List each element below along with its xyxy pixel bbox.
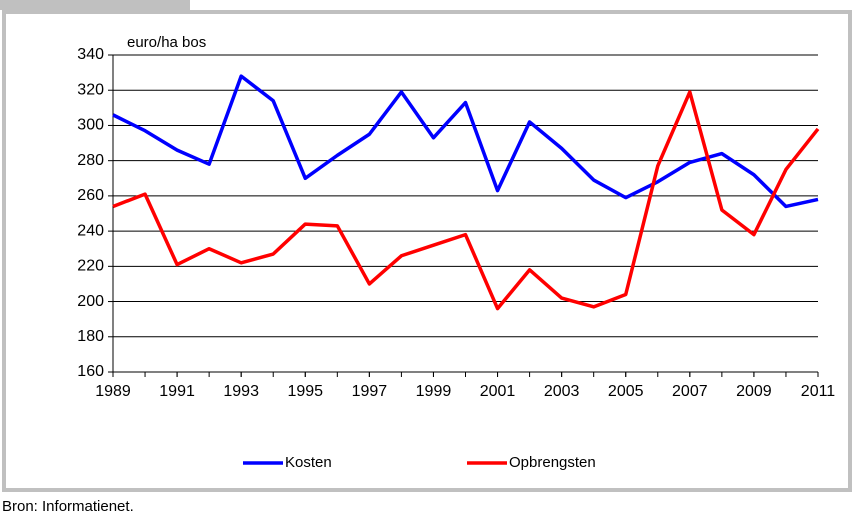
y-tick-label: 300 [77,117,104,134]
legend-label: Kosten [285,454,332,471]
y-axis-label: euro/ha bos [127,34,206,51]
x-tick-label: 1989 [95,383,131,400]
x-tick-label: 1995 [287,383,323,400]
y-tick-label: 220 [77,258,104,275]
x-tick-label: 2011 [801,383,836,400]
x-tick-label: 2005 [608,383,644,400]
y-tick-label: 260 [77,187,104,204]
chart-frame [2,10,852,492]
x-tick-label: 1991 [159,383,195,400]
x-tick-label: 2003 [544,383,580,400]
y-tick-label: 280 [77,152,104,169]
y-tick-label: 320 [77,81,104,98]
y-tick-label: 180 [77,328,104,345]
y-tick-label: 200 [77,293,104,310]
x-tick-label: 1997 [352,383,388,400]
series-line [112,90,820,311]
x-tick-label: 2001 [480,383,516,400]
y-tick-label: 340 [77,46,104,63]
x-tick-label: 2009 [736,383,772,400]
x-tick-label: 2007 [672,383,708,400]
series-line [112,74,819,209]
x-tick-label: 1993 [223,383,259,400]
y-tick-label: 240 [77,222,104,239]
y-tick-label: 160 [77,363,104,380]
x-tick-label: 1999 [416,383,452,400]
header-band [0,0,190,10]
source: Bron: Informatienet. [2,498,134,515]
legend-label: Opbrengsten [509,454,596,471]
